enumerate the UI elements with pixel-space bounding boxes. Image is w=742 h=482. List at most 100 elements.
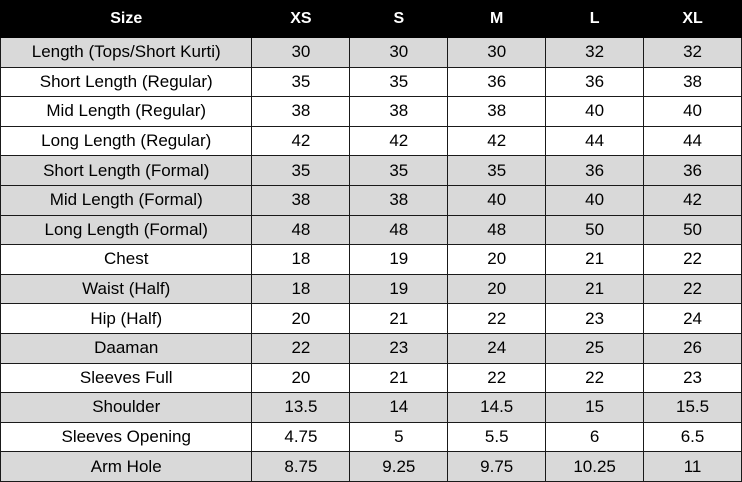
header-row: Size XS S M L XL (0, 0, 742, 38)
measurement-value: 14 (349, 392, 449, 423)
measurement-value: 22 (447, 362, 547, 394)
measurement-value: 10.25 (545, 451, 645, 482)
measurement-value: 30 (447, 37, 547, 68)
measurement-value: 40 (447, 184, 547, 216)
table-row: Mid Length (Regular) 38 38 38 40 40 (0, 96, 742, 127)
table-row: Waist (Half) 18 19 20 21 22 (0, 273, 742, 305)
measurement-value: 35 (251, 66, 351, 98)
measurement-label: Waist (Half) (0, 273, 253, 305)
measurement-value: 9.75 (447, 451, 547, 482)
header-l: L (545, 0, 645, 38)
measurement-value: 24 (447, 332, 547, 364)
measurement-label: Chest (0, 244, 253, 275)
measurement-value: 42 (251, 125, 351, 157)
measurement-value: 42 (447, 125, 547, 157)
measurement-value: 50 (643, 214, 742, 246)
measurement-value: 22 (545, 362, 645, 394)
table-row: Hip (Half) 20 21 22 23 24 (0, 303, 742, 334)
measurement-value: 40 (545, 184, 645, 216)
measurement-value: 19 (349, 244, 449, 275)
table-row: Long Length (Regular) 42 42 42 44 44 (0, 125, 742, 157)
measurement-value: 40 (643, 96, 742, 127)
measurement-value: 9.25 (349, 451, 449, 482)
header-s: S (349, 0, 449, 38)
measurement-value: 36 (545, 155, 645, 186)
measurement-value: 5 (349, 421, 449, 453)
measurement-label: Mid Length (Formal) (0, 184, 253, 216)
header-xl: XL (643, 0, 742, 38)
measurement-value: 36 (643, 155, 742, 186)
measurement-value: 20 (251, 303, 351, 334)
measurement-value: 26 (643, 332, 742, 364)
table-row: Length (Tops/Short Kurti) 30 30 30 32 32 (0, 37, 742, 68)
measurement-value: 35 (447, 155, 547, 186)
measurement-label: Shoulder (0, 392, 253, 423)
table-row: Sleeves Opening 4.75 5 5.5 6 6.5 (0, 421, 742, 453)
measurement-value: 38 (643, 66, 742, 98)
measurement-value: 22 (447, 303, 547, 334)
measurement-value: 38 (349, 96, 449, 127)
measurement-value: 19 (349, 273, 449, 305)
measurement-value: 24 (643, 303, 742, 334)
table-row: Arm Hole 8.75 9.25 9.75 10.25 11 (0, 451, 742, 482)
measurement-value: 22 (643, 273, 742, 305)
measurement-value: 32 (545, 37, 645, 68)
measurement-value: 23 (643, 362, 742, 394)
measurement-value: 21 (349, 362, 449, 394)
header-m: M (447, 0, 547, 38)
measurement-label: Arm Hole (0, 451, 253, 482)
measurement-label: Short Length (Formal) (0, 155, 253, 186)
measurement-value: 44 (545, 125, 645, 157)
measurement-value: 35 (251, 155, 351, 186)
measurement-label: Length (Tops/Short Kurti) (0, 37, 253, 68)
measurement-value: 30 (251, 37, 351, 68)
measurement-value: 35 (349, 66, 449, 98)
measurement-value: 36 (545, 66, 645, 98)
measurement-value: 38 (251, 184, 351, 216)
measurement-value: 35 (349, 155, 449, 186)
measurement-value: 22 (643, 244, 742, 275)
measurement-value: 20 (447, 244, 547, 275)
measurement-value: 23 (545, 303, 645, 334)
measurement-value: 21 (349, 303, 449, 334)
table-row: Short Length (Formal) 35 35 35 36 36 (0, 155, 742, 186)
measurement-value: 21 (545, 273, 645, 305)
measurement-value: 40 (545, 96, 645, 127)
header-xs: XS (251, 0, 351, 38)
measurement-label: Hip (Half) (0, 303, 253, 334)
measurement-value: 38 (251, 96, 351, 127)
measurement-label: Short Length (Regular) (0, 66, 253, 98)
measurement-value: 5.5 (447, 421, 547, 453)
measurement-value: 6 (545, 421, 645, 453)
measurement-value: 18 (251, 273, 351, 305)
measurement-value: 6.5 (643, 421, 742, 453)
measurement-value: 15.5 (643, 392, 742, 423)
measurement-label: Long Length (Regular) (0, 125, 253, 157)
measurement-value: 4.75 (251, 421, 351, 453)
size-chart-header: Size XS S M L XL (0, 0, 742, 38)
measurement-value: 20 (251, 362, 351, 394)
measurement-value: 44 (643, 125, 742, 157)
measurement-value: 22 (251, 332, 351, 364)
measurement-value: 21 (545, 244, 645, 275)
table-row: Sleeves Full 20 21 22 22 23 (0, 362, 742, 394)
table-row: Mid Length (Formal) 38 38 40 40 42 (0, 184, 742, 216)
measurement-value: 23 (349, 332, 449, 364)
measurement-value: 42 (349, 125, 449, 157)
measurement-value: 8.75 (251, 451, 351, 482)
measurement-value: 15 (545, 392, 645, 423)
measurement-value: 20 (447, 273, 547, 305)
measurement-value: 36 (447, 66, 547, 98)
measurement-value: 48 (447, 214, 547, 246)
measurement-label: Sleeves Opening (0, 421, 253, 453)
measurement-value: 18 (251, 244, 351, 275)
measurement-label: Sleeves Full (0, 362, 253, 394)
measurement-label: Long Length (Formal) (0, 214, 253, 246)
header-size: Size (0, 0, 253, 38)
table-row: Chest 18 19 20 21 22 (0, 244, 742, 275)
measurement-value: 25 (545, 332, 645, 364)
size-chart-body: Length (Tops/Short Kurti) 30 30 30 32 32 Short… (0, 37, 742, 482)
measurement-value: 50 (545, 214, 645, 246)
table-row: Shoulder 13.5 14 14.5 15 15.5 (0, 392, 742, 423)
